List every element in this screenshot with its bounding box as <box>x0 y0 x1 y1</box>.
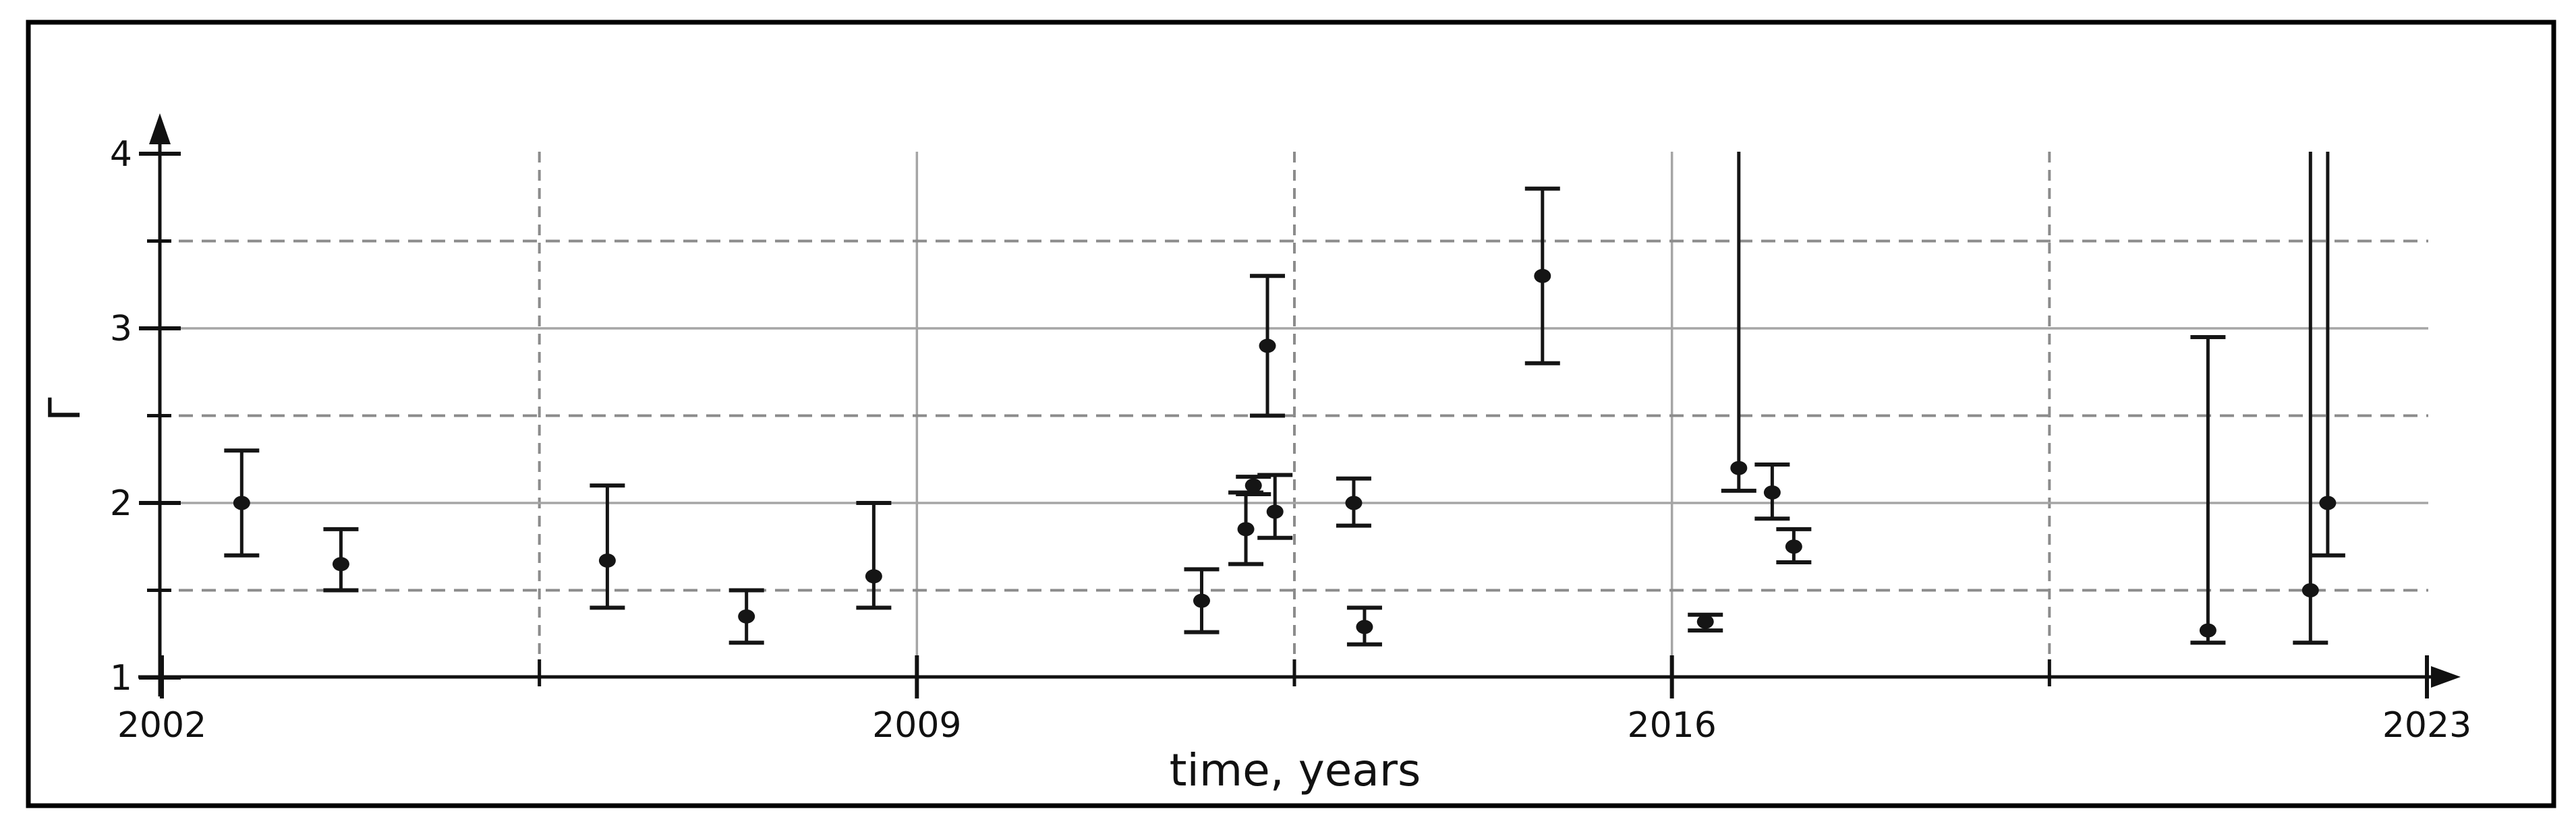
y-tick-label: 2 <box>110 483 132 524</box>
data-point-marker <box>1534 268 1551 283</box>
data-point <box>1184 567 1220 634</box>
x-tick-label: 2023 <box>2382 705 2471 746</box>
data-point <box>2310 152 2345 558</box>
y-tick-label: 1 <box>110 658 132 698</box>
data-point-marker <box>233 496 250 510</box>
x-tick-label: 2002 <box>117 705 206 746</box>
data-point <box>1776 527 1812 565</box>
x-tick-label: 2016 <box>1627 705 1716 746</box>
data-point <box>1721 152 1756 493</box>
data-point-marker <box>2301 583 2319 597</box>
data-point <box>1236 475 1271 497</box>
data-point-marker <box>2199 623 2216 638</box>
data-point-marker <box>1244 478 1262 493</box>
data-point <box>2190 334 2226 645</box>
x-axis-title: time, years <box>1170 744 1421 796</box>
data-point-marker <box>332 557 349 572</box>
data-point-marker <box>1345 496 1363 510</box>
x-axis-arrow <box>2431 666 2461 688</box>
data-point-marker <box>1259 338 1276 353</box>
data-point <box>1346 605 1382 647</box>
y-tick-label: 3 <box>110 309 132 349</box>
data-point <box>2293 152 2328 645</box>
y-tick-label: 4 <box>110 134 132 175</box>
data-point-marker <box>865 569 882 584</box>
data-point <box>728 588 764 645</box>
data-point <box>1754 463 1790 521</box>
data-point <box>1250 274 1286 418</box>
data-point-marker <box>1730 460 1748 475</box>
y-axis-title: Γ <box>40 397 90 421</box>
labels-layer: 2002 2009 2016 2023 1 2 3 4 time, years Γ <box>40 134 2471 796</box>
data-point <box>590 483 625 610</box>
grid-layer <box>179 152 2428 676</box>
data-point <box>1336 476 1371 528</box>
data-point-marker <box>738 609 755 624</box>
data-point-marker <box>1785 539 1802 554</box>
data-point-marker <box>1237 522 1255 537</box>
x-tick-label: 2009 <box>872 705 961 746</box>
data-point-marker <box>1266 504 1284 519</box>
data-point-marker <box>1696 614 1714 629</box>
y-axis-arrow <box>149 113 171 144</box>
data-layer <box>224 152 2345 647</box>
figure-border <box>26 20 2556 808</box>
data-point <box>856 501 892 610</box>
data-point-marker <box>2319 496 2337 510</box>
data-point <box>224 448 260 558</box>
data-point <box>1524 186 1560 365</box>
data-point <box>1688 612 1723 633</box>
data-point <box>1257 473 1293 540</box>
data-point <box>323 527 359 593</box>
frame-layer <box>26 20 2556 808</box>
data-point-marker <box>598 553 616 568</box>
data-point-marker <box>1356 620 1373 634</box>
data-point-marker <box>1763 485 1781 500</box>
data-point-marker <box>1193 593 1210 608</box>
axes-layer <box>138 113 2461 698</box>
